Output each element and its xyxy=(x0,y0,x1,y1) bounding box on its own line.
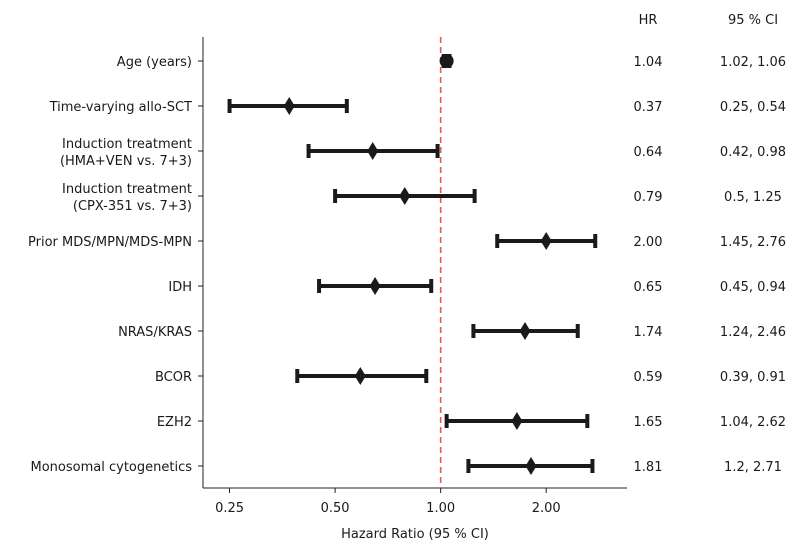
row-label: Induction treatment xyxy=(62,137,192,152)
point-estimate xyxy=(369,277,381,295)
ci-value: 1.2, 2.71 xyxy=(724,460,782,475)
x-tick-label: 0.50 xyxy=(321,501,350,516)
row-label: EZH2 xyxy=(157,415,192,430)
x-tick-label: 0.25 xyxy=(215,501,244,516)
point-estimate xyxy=(354,367,366,385)
row-label: Time-varying allo-SCT xyxy=(49,100,192,115)
hr-value: 1.81 xyxy=(634,460,663,475)
point-estimate xyxy=(511,412,523,430)
hr-column-header: HR xyxy=(639,13,658,28)
row-label: (HMA+VEN vs. 7+3) xyxy=(60,154,192,169)
hr-value: 0.64 xyxy=(634,145,663,160)
row-label: Prior MDS/MPN/MDS-MPN xyxy=(28,235,192,250)
row-label: Induction treatment xyxy=(62,182,192,197)
point-estimate xyxy=(540,232,552,250)
row-label: IDH xyxy=(168,280,192,295)
row-label: Monosomal cytogenetics xyxy=(31,460,193,475)
point-estimate xyxy=(439,54,454,68)
point-estimate xyxy=(283,97,295,115)
x-tick-label: 2.00 xyxy=(532,501,561,516)
hr-value: 1.65 xyxy=(634,415,663,430)
point-estimate xyxy=(525,457,537,475)
ci-value: 0.25, 0.54 xyxy=(720,100,786,115)
hr-value: 1.04 xyxy=(634,55,663,70)
hr-value: 0.37 xyxy=(634,100,663,115)
row-label: Age (years) xyxy=(117,55,192,70)
hr-value: 0.65 xyxy=(634,280,663,295)
ci-value: 1.24, 2.46 xyxy=(720,325,786,340)
hr-value: 0.59 xyxy=(634,370,663,385)
hr-column: HR 1.04 0.37 0.64 0.79 2.00 0.65 1.74 0.59 1.65 1… xyxy=(634,13,663,475)
ci-value: 0.42, 0.98 xyxy=(720,145,786,160)
x-axis: 0.25 0.50 1.00 2.00 Hazard Ratio (95 % CI) xyxy=(203,487,627,542)
ci-value: 0.5, 1.25 xyxy=(724,190,782,205)
row-label: BCOR xyxy=(155,370,192,385)
hr-value: 1.74 xyxy=(634,325,663,340)
ci-value: 1.02, 1.06 xyxy=(720,55,786,70)
y-axis xyxy=(198,37,204,488)
ci-column-header: 95 % CI xyxy=(728,13,778,28)
point-estimate xyxy=(519,322,531,340)
point-estimate xyxy=(367,142,379,160)
hr-value: 2.00 xyxy=(634,235,663,250)
ci-column: 95 % CI 1.02, 1.06 0.25, 0.54 0.42, 0.98 0.… xyxy=(720,13,786,475)
ci-value: 0.45, 0.94 xyxy=(720,280,786,295)
ci-value: 0.39, 0.91 xyxy=(720,370,786,385)
row-label: NRAS/KRAS xyxy=(118,325,192,340)
x-axis-title: Hazard Ratio (95 % CI) xyxy=(341,527,489,542)
row-label: (CPX-351 vs. 7+3) xyxy=(73,199,192,214)
ci-value: 1.45, 2.76 xyxy=(720,235,786,250)
hr-value: 0.79 xyxy=(634,190,663,205)
x-tick-label: 1.00 xyxy=(426,501,455,516)
point-estimate xyxy=(399,187,411,205)
ci-value: 1.04, 2.62 xyxy=(720,415,786,430)
